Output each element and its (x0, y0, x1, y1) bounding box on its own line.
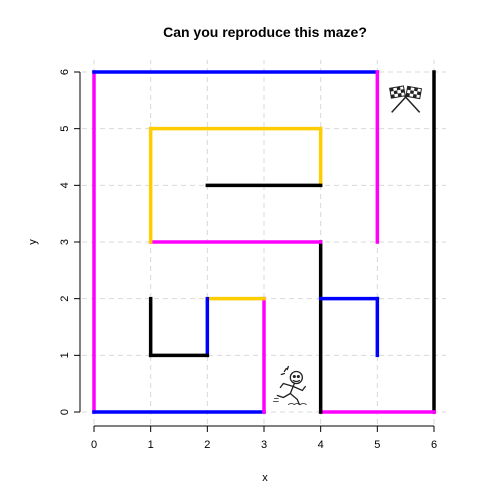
y-tick-label-3: 3 (59, 239, 71, 245)
running-person-icon (272, 365, 307, 406)
y-tick-label-4: 4 (59, 182, 71, 188)
x-tick-label-4: 4 (318, 439, 324, 451)
y-tick-label-5: 5 (59, 126, 71, 132)
x-tick-label-6: 6 (431, 439, 437, 451)
x-tick-label-3: 3 (261, 439, 267, 451)
chart-title: Can you reproduce this maze? (163, 24, 367, 40)
x-tick-label-5: 5 (374, 439, 380, 451)
y-tick-label-6: 6 (59, 69, 71, 75)
axes: 0 1 2 3 4 5 6 0 1 2 3 4 5 6 (59, 69, 437, 451)
x-axis-label: x (262, 472, 268, 484)
maze-walls (92, 70, 436, 414)
y-tick-label-2: 2 (59, 296, 71, 302)
racing-flags-icon (389, 85, 423, 113)
x-tick-label-2: 2 (204, 439, 210, 451)
y-axis-label: y (27, 239, 39, 245)
x-tick-label-1: 1 (148, 439, 154, 451)
x-tick-label-0: 0 (91, 439, 97, 451)
y-tick-label-1: 1 (59, 352, 71, 358)
y-tick-label-0: 0 (59, 409, 71, 415)
